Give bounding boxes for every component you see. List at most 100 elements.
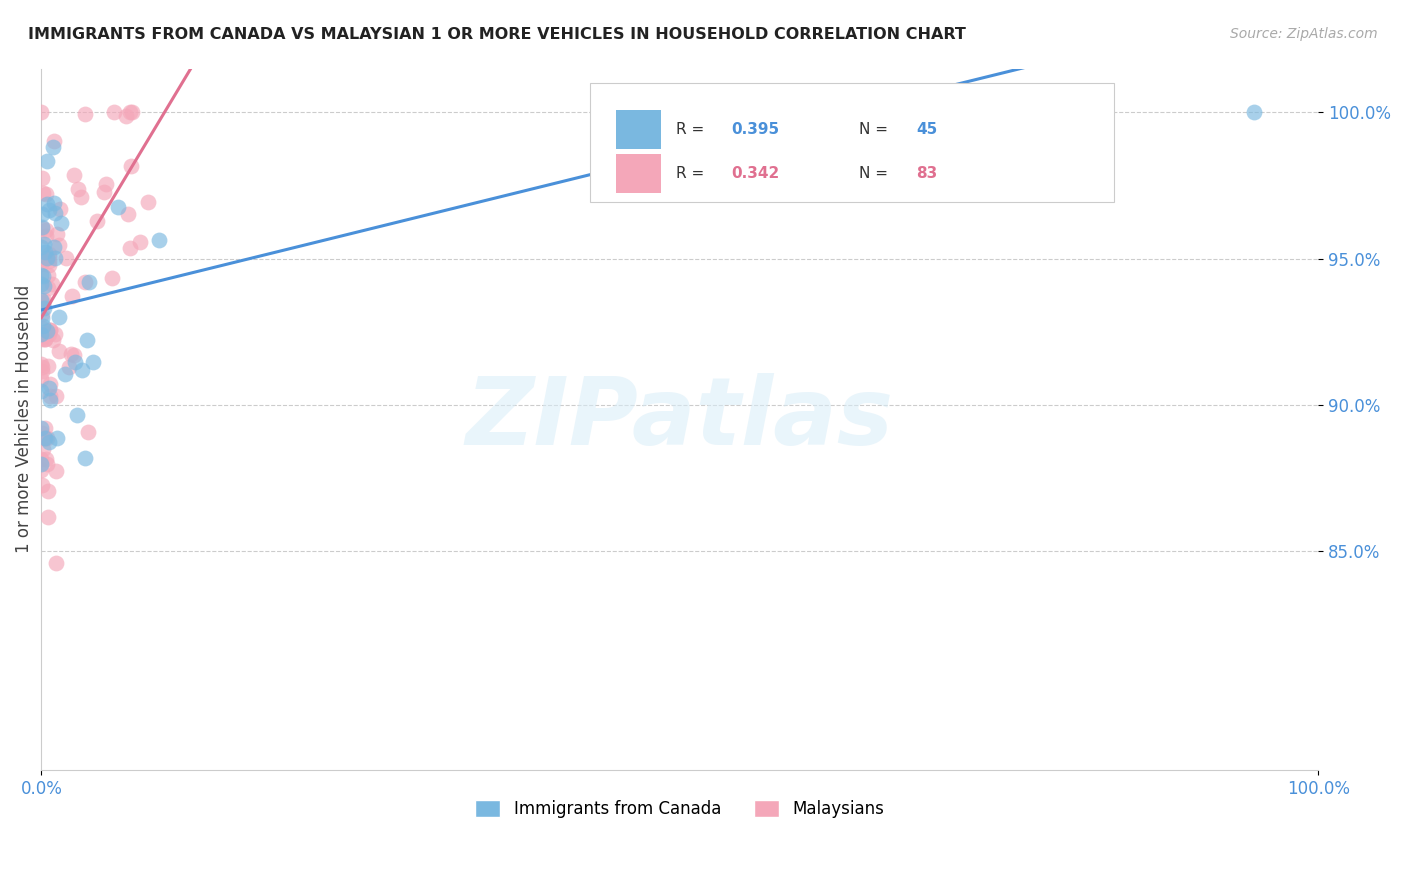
Text: 0.395: 0.395 [731, 122, 779, 137]
Point [37, 196, 59, 211]
Point [32, 319, 55, 334]
Point [44, 205, 66, 219]
Y-axis label: 1 or more Vehicles in Household: 1 or more Vehicles in Household [15, 285, 32, 553]
Point [32, 252, 55, 266]
Point [58, 360, 80, 375]
Point [30, 257, 52, 271]
Point [41, 333, 63, 347]
Point [35, 326, 58, 341]
Point [32, 295, 55, 310]
Point [77, 425, 100, 440]
Point [100, 270, 122, 285]
Point [30, 452, 52, 467]
Point [30, 330, 52, 344]
Point [35, 186, 58, 201]
FancyBboxPatch shape [591, 83, 1114, 202]
Point [41, 277, 63, 291]
Point [30, 268, 52, 282]
Point [31, 296, 53, 310]
FancyBboxPatch shape [616, 111, 661, 149]
Point [31, 327, 53, 342]
Point [35, 457, 58, 471]
Point [38, 381, 60, 395]
Point [34, 332, 56, 346]
Point [38, 250, 60, 264]
Text: N =: N = [859, 166, 893, 181]
Point [34, 223, 56, 237]
Text: R =: R = [676, 166, 709, 181]
Point [75, 276, 97, 290]
Point [32, 237, 55, 252]
Point [103, 105, 125, 120]
Point [48, 202, 70, 217]
Point [44, 252, 66, 266]
Point [31, 372, 53, 386]
Point [30, 384, 52, 398]
Point [76, 333, 98, 347]
Point [31, 171, 53, 186]
Text: R =: R = [676, 122, 709, 137]
Point [31, 269, 53, 284]
Point [30, 105, 52, 120]
Point [69, 190, 91, 204]
Point [38, 258, 60, 272]
Point [42, 140, 65, 154]
Point [117, 207, 139, 221]
Point [73, 107, 96, 121]
Legend: Immigrants from Canada, Malaysians: Immigrants from Canada, Malaysians [468, 793, 891, 825]
Point [31, 442, 53, 456]
Point [31, 310, 53, 325]
Point [107, 200, 129, 214]
Point [86, 214, 108, 228]
Point [42, 134, 65, 148]
Point [37, 359, 59, 373]
Point [49, 216, 72, 230]
Point [66, 182, 89, 196]
Point [31, 186, 53, 201]
Point [129, 235, 152, 249]
Point [31, 332, 53, 346]
Point [31, 221, 53, 235]
Point [37, 324, 59, 338]
Text: IMMIGRANTS FROM CANADA VS MALAYSIAN 1 OR MORE VEHICLES IN HOUSEHOLD CORRELATION : IMMIGRANTS FROM CANADA VS MALAYSIAN 1 OR… [28, 27, 966, 42]
Point [31, 426, 53, 441]
Point [42, 196, 65, 211]
Point [39, 392, 62, 407]
Point [37, 281, 59, 295]
Point [38, 323, 60, 337]
Point [31, 327, 53, 342]
Point [31, 220, 53, 235]
Point [32, 293, 55, 307]
Point [30, 420, 52, 434]
Point [148, 233, 170, 247]
Point [118, 105, 141, 120]
Point [31, 478, 53, 492]
Point [120, 159, 142, 173]
Point [62, 168, 84, 182]
Point [136, 195, 159, 210]
Point [96, 177, 118, 191]
Point [34, 244, 56, 259]
Point [44, 326, 66, 341]
Point [45, 431, 67, 445]
Point [31, 364, 53, 378]
Point [31, 358, 53, 372]
Text: ZIPatlas: ZIPatlas [465, 373, 894, 466]
Point [45, 464, 67, 478]
Text: 45: 45 [917, 122, 938, 137]
Point [75, 451, 97, 466]
Point [63, 354, 86, 368]
Point [34, 431, 56, 445]
Point [30, 293, 52, 307]
Point [34, 421, 56, 435]
Point [37, 483, 59, 498]
Point [30, 462, 52, 476]
Point [38, 327, 60, 342]
Point [31, 320, 53, 334]
Point [48, 344, 70, 359]
Point [34, 332, 56, 346]
Point [38, 377, 60, 392]
Point [30, 240, 52, 254]
Point [65, 408, 87, 422]
Point [38, 203, 60, 218]
